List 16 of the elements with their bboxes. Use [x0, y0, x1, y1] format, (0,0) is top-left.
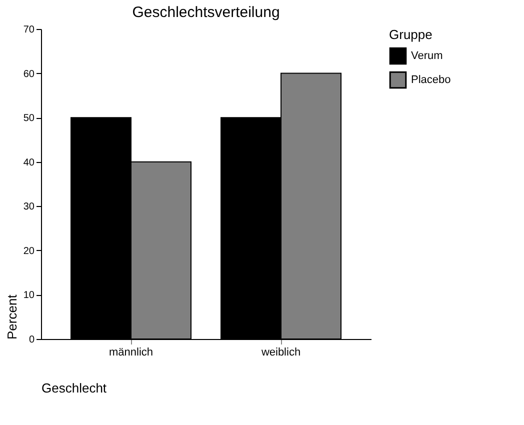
y-tick-label: 60 [23, 68, 35, 80]
y-tick-label: 70 [23, 24, 35, 36]
legend-label: Verum [411, 50, 443, 62]
chart-title: Geschlechtsverteilung [132, 4, 280, 21]
x-axis-title: Geschlecht [42, 380, 107, 396]
y-tick-label: 20 [23, 246, 35, 257]
legend-label: Placebo [411, 74, 451, 86]
y-tick-label: 10 [23, 290, 35, 302]
legend-title: Gruppe [389, 27, 432, 42]
y-axis-title: Percent [4, 294, 20, 340]
y-tick-label: 30 [23, 202, 35, 213]
x-tick-label: männlich [108, 346, 154, 358]
x-tick-label: weiblich [260, 346, 301, 358]
y-tick-label: 0 [28, 334, 35, 346]
y-tick-label: 50 [23, 113, 35, 124]
y-tick-label: 40 [23, 157, 35, 168]
